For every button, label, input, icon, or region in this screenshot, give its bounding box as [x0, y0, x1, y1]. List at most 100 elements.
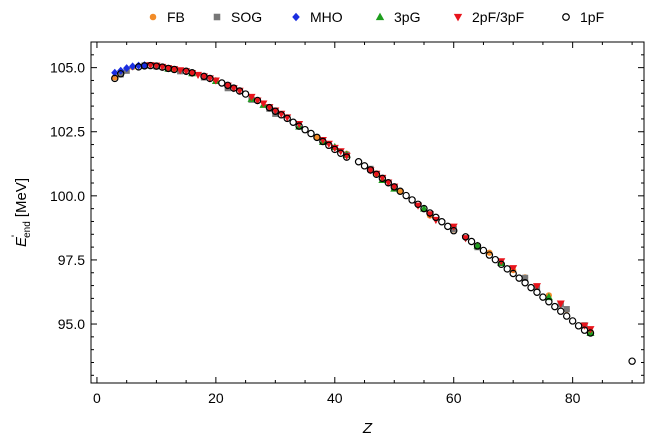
data-point-3pg: [419, 204, 428, 212]
data-point-2pf-3pf: [336, 148, 345, 156]
data-point-1pf: [325, 141, 333, 150]
data-point-1pf: [568, 317, 577, 325]
legend-item-2pf-3pf: 2pF/3pF: [453, 9, 524, 25]
data-point-2pf-3pf: [205, 75, 214, 83]
data-point-1pf: [497, 260, 506, 269]
x-axis-label: Z: [362, 420, 373, 437]
data-point-mho: [134, 61, 143, 70]
data-point-1pf: [372, 170, 381, 179]
data-point-1pf: [509, 269, 517, 278]
data-point-mho: [123, 64, 131, 73]
data-point-2pf-3pf: [164, 65, 173, 73]
data-point-1pf: [444, 222, 452, 231]
data-point-1pf: [539, 293, 547, 301]
data-point-1pf: [301, 125, 309, 134]
data-point-sog: [521, 274, 529, 281]
data-point-1pf: [111, 74, 119, 83]
x-tick-label: 60: [446, 390, 462, 406]
data-point-1pf: [473, 242, 482, 250]
data-point-1pf: [319, 137, 327, 146]
data-point-1pf: [224, 81, 232, 90]
data-point-1pf: [253, 96, 262, 105]
data-point-1pf: [229, 84, 238, 92]
data-point-mho: [129, 62, 137, 71]
data-point-2pf-3pf: [390, 183, 399, 191]
data-point-1pf: [426, 209, 434, 217]
data-point-1pf: [360, 162, 369, 170]
data-point-2pf-3pf: [194, 71, 203, 80]
data-point-1pf: [265, 103, 274, 112]
series-fb: [111, 62, 594, 335]
data-point-2pf-3pf: [497, 258, 506, 266]
data-point-2pf-3pf: [235, 87, 244, 95]
legend-item-fb: FB: [149, 9, 185, 25]
legend-marker-1pf: [562, 13, 570, 21]
y-axis-label-subscript: end: [22, 221, 33, 238]
series-mho: [111, 61, 149, 77]
legend-label-3pg: 3pG: [394, 9, 420, 25]
data-point-1pf: [283, 114, 291, 123]
data-point-1pf: [527, 283, 535, 292]
data-point-2pf-3pf: [223, 82, 232, 90]
data-point-1pf: [491, 255, 500, 264]
data-point-2pf-3pf: [414, 202, 423, 210]
data-point-2pf-3pf: [366, 167, 375, 175]
legend-marker-mho: [292, 12, 300, 22]
data-point-1pf: [390, 183, 398, 191]
data-point-1pf: [586, 329, 595, 337]
data-point-1pf: [307, 129, 315, 138]
legend-label-1pf: 1pF: [580, 9, 604, 25]
data-point-1pf: [467, 237, 476, 246]
data-point-2pf-3pf: [265, 104, 274, 112]
data-point-1pf: [277, 111, 285, 119]
data-point-2pf-3pf: [176, 67, 185, 75]
x-tick-label: 80: [565, 390, 581, 406]
x-tick-label: 0: [93, 390, 101, 406]
y-tick-label: 95.0: [58, 316, 85, 332]
data-point-mho: [111, 68, 119, 77]
data-point-1pf: [479, 246, 488, 255]
series-1pf: [111, 61, 636, 365]
data-point-1pf: [354, 158, 363, 166]
data-point-2pf-3pf: [229, 85, 238, 93]
data-point-3pg: [544, 292, 553, 301]
data-point-2pf-3pf: [425, 211, 434, 219]
data-points: [111, 61, 636, 365]
data-point-1pf: [574, 322, 583, 330]
legend-item-mho: MHO: [292, 9, 343, 25]
data-point-2pf-3pf: [247, 93, 256, 102]
data-point-1pf: [117, 70, 125, 78]
y-tick-label: 97.5: [58, 252, 85, 268]
y-tick-label: 105.0: [50, 60, 85, 76]
y-tick-label: 102.5: [50, 124, 85, 140]
data-point-1pf: [545, 298, 553, 306]
data-point-1pf: [438, 218, 446, 226]
data-point-1pf: [450, 226, 458, 235]
data-point-2pf-3pf: [580, 322, 589, 330]
data-point-2pf-3pf: [532, 283, 541, 291]
data-point-2pf-3pf: [461, 235, 470, 243]
data-point-fb: [313, 134, 321, 141]
legend: FB SOG MHO 3pG 2pF/3pF 1pF: [149, 9, 604, 25]
legend-marker-fb: [149, 13, 157, 21]
legend-marker-3pg: [375, 12, 385, 21]
legend-label-2pf-3pf: 2pF/3pF: [472, 9, 524, 25]
legend-marker-sog: [213, 13, 221, 21]
data-point-1pf: [271, 107, 280, 115]
y-axis-label-prime: ': [10, 235, 22, 237]
data-point-1pf: [432, 213, 440, 222]
y-axis-label: E'end [MeV]: [10, 178, 33, 247]
data-point-fb: [486, 249, 493, 256]
data-point-1pf: [461, 233, 470, 241]
data-point-1pf: [515, 274, 523, 282]
data-point-2pf-3pf: [259, 100, 268, 108]
data-point-1pf: [628, 357, 636, 365]
legend-label-fb: FB: [167, 9, 185, 25]
y-axis-label-unit: [MeV]: [13, 178, 30, 217]
data-point-1pf: [396, 187, 404, 195]
data-point-2pf-3pf: [152, 62, 161, 70]
data-point-2pf-3pf: [509, 265, 518, 273]
data-point-1pf: [580, 326, 589, 334]
data-point-2pf-3pf: [170, 66, 179, 74]
